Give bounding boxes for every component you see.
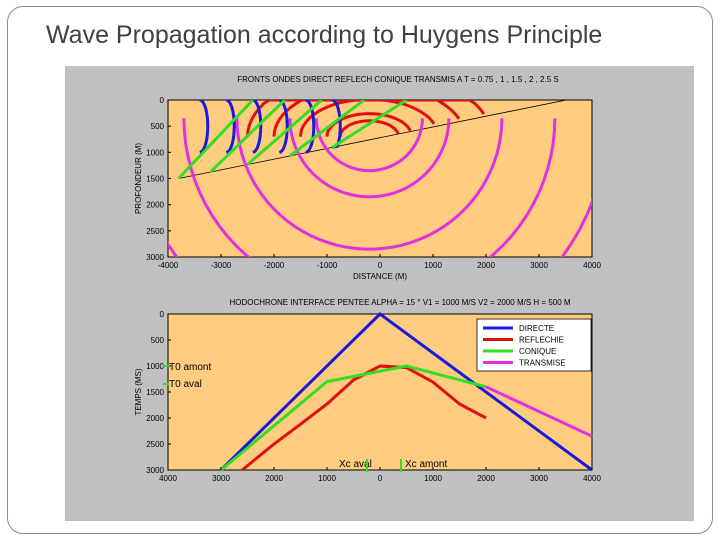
x-tick-label: 0: [378, 261, 383, 270]
wavefront-y-label: PROFONDEUR (M): [134, 143, 143, 214]
y-tick-label: 1000: [146, 148, 164, 157]
y-tick-label: 2000: [146, 201, 164, 210]
x-tick-label: 1000: [318, 474, 336, 483]
legend-label-transmise: TRANSMISE: [519, 359, 566, 368]
reflected-front-0: [338, 119, 400, 137]
traveltime-title: HODOCHRONE INTERFACE PENTEE ALPHA = 15 °…: [229, 298, 570, 307]
x-tick-label: 4000: [583, 474, 601, 483]
series-line-directe: [219, 312, 593, 472]
x-tick-label: 1000: [424, 474, 442, 483]
x-tick-label: -3000: [211, 261, 232, 270]
y-tick-label: 1500: [146, 175, 164, 184]
wavefront-plot-area: [167, 99, 593, 258]
conical-front-2: [246, 100, 323, 166]
x-tick-label: 3000: [530, 474, 548, 483]
interface-line: [178, 100, 569, 179]
y-tick-label: 500: [151, 122, 165, 131]
y-tick-label: 0: [160, 310, 165, 319]
y-tick-label: 2000: [146, 414, 164, 423]
direct-front-5: [331, 100, 342, 149]
annotation-xc-aval: Xc aval: [339, 459, 372, 470]
y-tick-label: 3000: [146, 466, 164, 475]
y-tick-label: 0: [160, 96, 165, 105]
annotation-xc-amont: Xc amont: [405, 459, 447, 470]
x-tick-label: 2000: [265, 474, 283, 483]
series-line-transmise: [485, 385, 593, 438]
legend-label-directe: DIRECTE: [519, 324, 554, 333]
y-tick-label: 3000: [146, 253, 164, 262]
x-tick-label: 2000: [477, 261, 495, 270]
annotation-t0-amont: T0 amont: [169, 362, 211, 373]
transmitted-front-0: [314, 118, 424, 173]
y-tick-label: 500: [151, 336, 165, 345]
conical-front-0: [177, 100, 254, 180]
transmitted-front-1: [288, 118, 451, 199]
x-tick-label: 4000: [583, 261, 601, 270]
x-tick-label: 0: [378, 474, 383, 483]
direct-front-2: [252, 100, 263, 154]
x-tick-label: -1000: [317, 261, 338, 270]
conical-front-3: [288, 100, 366, 158]
conical-front-4: [331, 100, 408, 149]
y-tick-label: 1000: [146, 362, 164, 371]
conical-front-1: [209, 100, 286, 174]
slide-title: Wave Propagation according to Huygens Pr…: [46, 21, 603, 49]
reflected-front-4: [246, 100, 486, 137]
x-tick-label: -2000: [264, 261, 285, 270]
figure: -4000 -3000 -2000 -1000 0 1000 2000 3000 4000 0 50…: [65, 66, 694, 521]
direct-front-0: [199, 100, 210, 154]
wavefront-title: FRONTS ONDES DIRECT REFLECH CONIQUE TRAN…: [237, 75, 559, 84]
wavefront-x-label: DISTANCE (M): [353, 272, 407, 281]
direct-front-3: [278, 100, 289, 154]
wavefront-curves: [168, 100, 592, 257]
x-tick-label: 2000: [477, 474, 495, 483]
series-line-conique: [220, 364, 487, 472]
transmitted-front-2: [235, 118, 504, 251]
x-tick-label: -4000: [158, 261, 179, 270]
reflected-front-3: [272, 100, 461, 137]
x-tick-label: 4000: [159, 474, 177, 483]
y-tick-label: 1500: [146, 388, 164, 397]
transmitted-front-3: [182, 118, 557, 257]
direct-front-1: [225, 100, 236, 154]
reflected-front-2: [299, 100, 436, 137]
traveltime-y-label: TEMPS (MS): [134, 368, 143, 415]
x-tick-label: 3000: [530, 261, 548, 270]
figure-svg: -4000 -3000 -2000 -1000 0 1000 2000 3000 4000050…: [134, 75, 601, 483]
y-tick-label: 2500: [146, 440, 164, 449]
legend-label-reflechie: REFLECHIE: [519, 336, 564, 345]
y-tick-label: 2500: [146, 227, 164, 236]
legend-label-conique: CONIQUE: [519, 347, 556, 356]
x-tick-label: 3000: [212, 474, 230, 483]
transmitted-front-4: [168, 198, 592, 257]
annotation-t0-aval: T0 aval: [169, 379, 202, 390]
direct-front-4: [305, 100, 316, 154]
x-tick-label: 1000: [424, 261, 442, 270]
